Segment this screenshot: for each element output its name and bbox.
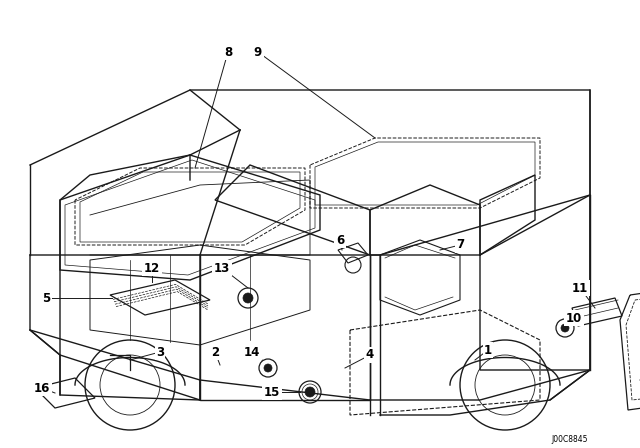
Text: 7: 7	[456, 238, 464, 251]
Text: 16: 16	[34, 382, 50, 395]
Text: 8: 8	[224, 46, 232, 59]
Text: 14: 14	[244, 345, 260, 358]
Text: 4: 4	[366, 349, 374, 362]
Circle shape	[305, 387, 315, 397]
Text: J00C8845: J00C8845	[552, 435, 588, 444]
Circle shape	[561, 324, 569, 332]
Text: 9: 9	[254, 46, 262, 59]
Circle shape	[264, 364, 272, 372]
Text: 13: 13	[214, 262, 230, 275]
Text: 1: 1	[484, 344, 492, 357]
Text: 11: 11	[572, 281, 588, 294]
Text: 10: 10	[566, 311, 582, 324]
Text: 5: 5	[42, 292, 50, 305]
Circle shape	[243, 293, 253, 303]
Text: 6: 6	[336, 233, 344, 246]
Text: 15: 15	[264, 385, 280, 399]
Text: 3: 3	[156, 345, 164, 358]
Text: 2: 2	[211, 345, 219, 358]
Text: 12: 12	[144, 262, 160, 275]
